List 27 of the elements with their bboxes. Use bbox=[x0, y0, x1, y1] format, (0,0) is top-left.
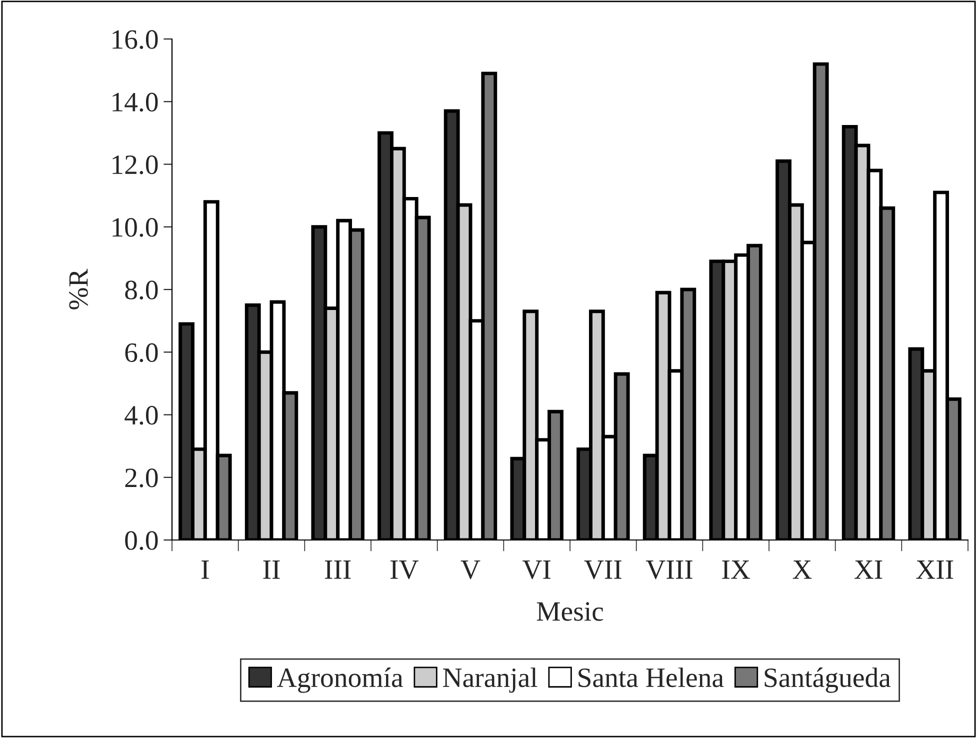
x-tick-label: VI bbox=[522, 560, 551, 580]
y-tick-label: 12.0 bbox=[112, 155, 158, 174]
legend-label: Agronomía bbox=[277, 668, 403, 693]
x-tick-label: IV bbox=[390, 560, 419, 580]
x-tick-label: V bbox=[460, 560, 480, 580]
y-tick-label: 16.0 bbox=[112, 30, 158, 50]
y-tick-label: 2.0 bbox=[125, 468, 158, 488]
legend-label: Santa Helena bbox=[578, 668, 724, 688]
x-tick-label: VII bbox=[584, 560, 622, 580]
y-tick-label: 14.0 bbox=[112, 92, 158, 112]
y-axis-title: %R bbox=[69, 268, 88, 310]
x-tick-label: I bbox=[202, 560, 209, 579]
x-tick-label: XI bbox=[854, 560, 882, 579]
y-tick-label: 0.0 bbox=[125, 531, 158, 550]
x-tick-label: VIII bbox=[646, 560, 692, 580]
y-tick-label: 10.0 bbox=[112, 218, 158, 237]
y-tick-label: 8.0 bbox=[125, 280, 158, 300]
x-tick-label: XII bbox=[916, 560, 954, 579]
x-tick-label: X bbox=[792, 560, 812, 579]
x-tick-label: III bbox=[324, 560, 351, 579]
y-tick-label: 6.0 bbox=[125, 343, 158, 362]
x-axis-title: Mesic bbox=[536, 602, 604, 621]
x-tick-label: IX bbox=[722, 560, 750, 579]
legend-label: Santágueda bbox=[764, 668, 891, 693]
y-tick-label: 4.0 bbox=[124, 406, 158, 425]
legend-label: Naranjal bbox=[443, 668, 538, 693]
x-tick-label: II bbox=[263, 560, 280, 579]
